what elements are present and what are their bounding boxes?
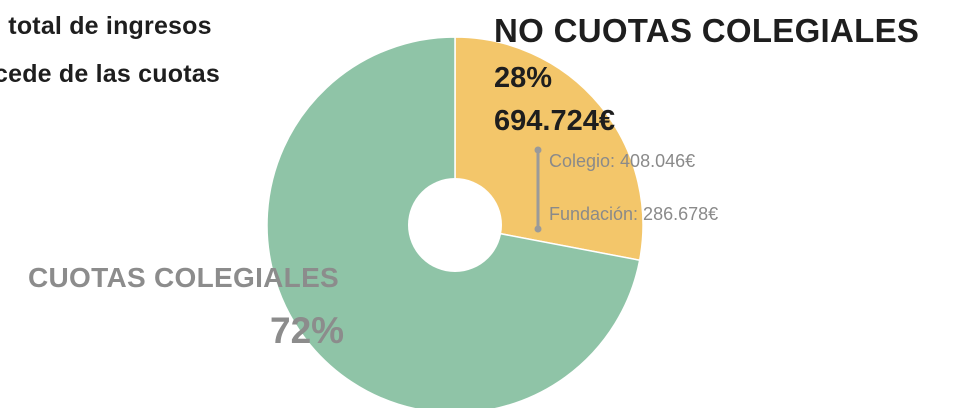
breakdown-dot-top [534, 146, 542, 154]
no-cuotas-percentage: 28% [494, 62, 553, 94]
cuotas-percentage: 72% [270, 310, 345, 351]
fundacion-breakdown-label: Fundación: 286.678€ [549, 204, 719, 224]
breakdown-dot-bottom [534, 225, 542, 233]
intro-text: l total de ingresos cede de las cuotas [0, 2, 220, 98]
no-cuotas-title: NO CUOTAS COLEGIALES [494, 12, 920, 49]
slice-no-cuotas-colegiales [454, 36, 644, 262]
cuotas-title: CUOTAS COLEGIALES [28, 262, 340, 293]
intro-line-2: cede de las cuotas [0, 60, 220, 88]
no-cuotas-amount: 694.724€ [494, 105, 615, 137]
donut-hole [408, 178, 502, 272]
colegio-breakdown-label: Colegio: 408.046€ [549, 151, 696, 171]
intro-line-1: l total de ingresos [0, 12, 212, 40]
